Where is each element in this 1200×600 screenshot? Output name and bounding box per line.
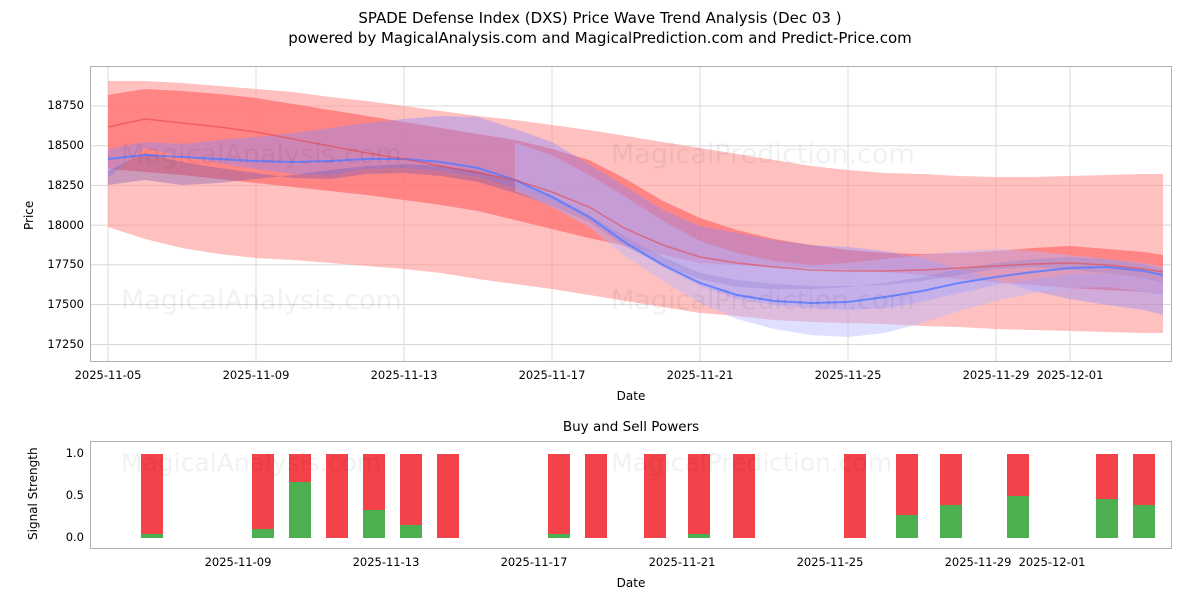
title-line-2: powered by MagicalAnalysis.com and Magic… xyxy=(288,29,912,47)
price-ytick-18750: 18750 xyxy=(47,98,84,112)
signal-bars xyxy=(141,454,1155,538)
signal-xtick-2: 2025-11-17 xyxy=(500,555,568,569)
price-xtick-1: 2025-11-09 xyxy=(222,368,290,382)
price-xtick-0: 2025-11-05 xyxy=(74,368,142,382)
price-xtick-5: 2025-11-25 xyxy=(814,368,882,382)
chart-title: SPADE Defense Index (DXS) Price Wave Tre… xyxy=(0,8,1200,48)
signal-xtick-0: 2025-11-09 xyxy=(204,555,272,569)
signal-xtick-3: 2025-11-21 xyxy=(648,555,716,569)
red-core-line xyxy=(107,118,1164,273)
signal-xtick-6: 2025-12-01 xyxy=(1018,555,1086,569)
price-chart-plot-area: MagicalAnalysis.com MagicalPrediction.co… xyxy=(90,66,1172,362)
price-ytick-17250: 17250 xyxy=(47,337,84,351)
price-ytick-18500: 18500 xyxy=(47,138,84,152)
signal-xtick-1: 2025-11-13 xyxy=(352,555,420,569)
blue-wave-band xyxy=(108,116,1163,315)
signal-xtick-4: 2025-11-25 xyxy=(796,555,864,569)
blue-core-line xyxy=(107,153,1164,305)
signal-ytick-1: 1.0 xyxy=(65,446,84,460)
price-xtick-4: 2025-11-21 xyxy=(666,368,734,382)
blue-outer-tail xyxy=(515,143,1163,337)
price-ytick-17750: 17750 xyxy=(47,257,84,271)
price-xtick-2: 2025-11-13 xyxy=(370,368,438,382)
signal-xtick-5: 2025-11-29 xyxy=(944,555,1012,569)
signal-chart-svg xyxy=(141,454,1155,538)
signal-chart-title: Buy and Sell Powers xyxy=(562,419,700,435)
signal-x-axis-label: Date xyxy=(616,576,646,590)
price-xtick-6: 2025-11-29 xyxy=(962,368,1030,382)
signal-bars-extra xyxy=(1133,454,1155,538)
price-ytick-18000: 18000 xyxy=(47,218,84,232)
red-mid-band xyxy=(108,89,1163,295)
price-xtick-3: 2025-11-17 xyxy=(518,368,586,382)
signal-chart-plot-area: MagicalAnalysis.com MagicalPrediction.co… xyxy=(90,441,1172,549)
price-x-axis-label: Date xyxy=(616,389,646,403)
signal-y-axis-label: Signal Strength xyxy=(26,447,40,540)
price-y-axis-label: Price xyxy=(22,200,36,230)
price-xtick-7: 2025-12-01 xyxy=(1036,368,1104,382)
price-ytick-17500: 17500 xyxy=(47,297,84,311)
price-ytick-18250: 18250 xyxy=(47,178,84,192)
price-chart-svg xyxy=(91,67,1171,361)
signal-ytick-05: 0.5 xyxy=(65,488,84,502)
title-line-1: SPADE Defense Index (DXS) Price Wave Tre… xyxy=(358,9,842,27)
signal-ytick-0: 0.0 xyxy=(65,530,84,544)
